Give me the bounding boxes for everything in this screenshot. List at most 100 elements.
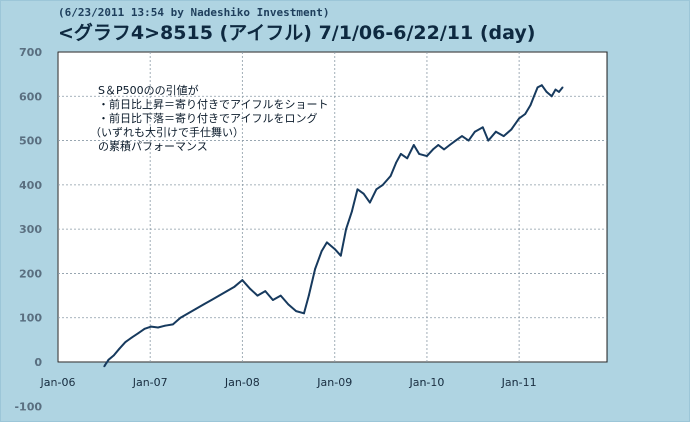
series-group: [103, 84, 564, 368]
x-tick-label: Jan-06: [40, 376, 76, 389]
data-point: [172, 323, 174, 326]
data-point: [432, 148, 434, 151]
y-tick-label: 400: [19, 179, 42, 192]
plot-area: [57, 51, 608, 363]
x-tick-label: Jan-11: [501, 376, 537, 389]
data-point: [448, 144, 451, 146]
annotation-line: ・前日比下落＝寄り付きでアイフルをロング: [98, 111, 317, 125]
data-point: [320, 250, 323, 253]
y-tick-label: 100: [19, 312, 42, 325]
data-point: [467, 139, 470, 142]
data-point: [256, 294, 259, 297]
data-point: [454, 139, 457, 142]
data-point: [295, 310, 297, 312]
data-point: [103, 365, 106, 368]
data-point: [187, 312, 190, 315]
x-axis-ticks: Jan-06 Jan-07 Jan-08 Jan-09 Jan-10 Jan-11: [40, 376, 537, 389]
data-point: [118, 347, 121, 350]
data-point: [307, 294, 310, 297]
data-point: [130, 336, 133, 339]
data-point: [536, 86, 539, 89]
data-point: [518, 117, 520, 120]
y-tick-label: 600: [19, 90, 42, 103]
data-point: [437, 144, 440, 146]
data-point: [545, 91, 548, 93]
data-point: [287, 303, 290, 306]
y-tick-label: -100: [14, 400, 42, 413]
annotation-line: の累積パフォーマンス: [98, 139, 208, 153]
data-point: [510, 128, 513, 131]
x-tick-label: Jan-08: [224, 376, 260, 389]
data-point: [369, 201, 371, 204]
x-tick-label: Jan-07: [132, 376, 168, 389]
data-point: [333, 248, 336, 251]
data-point: [314, 268, 316, 270]
data-point: [461, 135, 463, 138]
data-point: [351, 210, 353, 213]
data-point: [443, 148, 445, 151]
grid-lines: [58, 52, 607, 362]
data-point: [400, 153, 402, 155]
data-point: [107, 358, 110, 361]
data-point: [195, 308, 197, 310]
annotation-line: （いずれも大引けで手仕舞い）: [90, 125, 244, 139]
timestamp-byline: (6/23/2011 13:54 by Nadeshiko Investment…: [58, 6, 330, 19]
data-point: [164, 324, 167, 327]
data-point: [279, 294, 282, 297]
data-point: [487, 139, 490, 142]
y-axis-ticks: -100 0 100 200 300 400 500 600 700: [14, 46, 42, 413]
data-point: [554, 88, 557, 91]
data-point: [418, 153, 420, 155]
x-tick-label: Jan-10: [408, 376, 444, 389]
data-point: [143, 327, 146, 330]
data-point: [202, 303, 205, 306]
x-tick-label: Jan-09: [316, 376, 352, 389]
data-point: [339, 254, 342, 257]
y-tick-label: 500: [19, 135, 42, 148]
data-point: [426, 155, 428, 158]
data-point: [495, 130, 497, 133]
annotation-line: S＆P500のの引値が: [98, 83, 199, 97]
data-point: [233, 285, 236, 288]
data-point: [540, 84, 543, 87]
data-point: [249, 288, 252, 290]
data-point: [345, 228, 347, 231]
annotation-line: ・前日比上昇＝寄り付きでアイフルをショート: [98, 97, 328, 111]
data-point: [558, 91, 560, 93]
chart-title: <グラフ4>8515 (アイフル) 7/1/06-6/22/11 (day): [58, 22, 536, 44]
data-point: [533, 95, 535, 98]
data-point: [179, 316, 182, 319]
data-point: [502, 135, 505, 138]
data-point: [264, 290, 267, 292]
chart-annotation: S＆P500のの引値が・前日比上昇＝寄り付きでアイフルをショート・前日比下落＝寄…: [90, 83, 328, 153]
data-point: [474, 130, 476, 133]
data-point: [303, 312, 305, 315]
data-point: [395, 161, 397, 164]
data-point: [375, 188, 378, 191]
data-point: [326, 241, 328, 244]
data-point: [381, 184, 384, 186]
data-point: [137, 332, 140, 335]
y-tick-label: 200: [19, 267, 42, 280]
data-point: [226, 290, 228, 292]
data-point: [112, 354, 115, 357]
y-tick-label: 700: [19, 46, 42, 59]
data-point: [412, 144, 415, 146]
data-point: [550, 95, 553, 98]
data-point: [272, 299, 274, 301]
data-point: [241, 279, 244, 281]
data-point: [481, 126, 484, 129]
data-point: [389, 175, 392, 177]
data-point: [210, 299, 213, 301]
data-point: [406, 157, 409, 160]
y-tick-label: 0: [34, 356, 42, 369]
y-tick-label: 300: [19, 223, 42, 236]
data-point: [529, 104, 532, 106]
data-point: [524, 113, 527, 115]
data-point: [124, 341, 127, 343]
data-point: [561, 86, 564, 89]
data-point: [362, 192, 365, 195]
data-point: [157, 326, 159, 329]
data-point: [218, 294, 221, 297]
